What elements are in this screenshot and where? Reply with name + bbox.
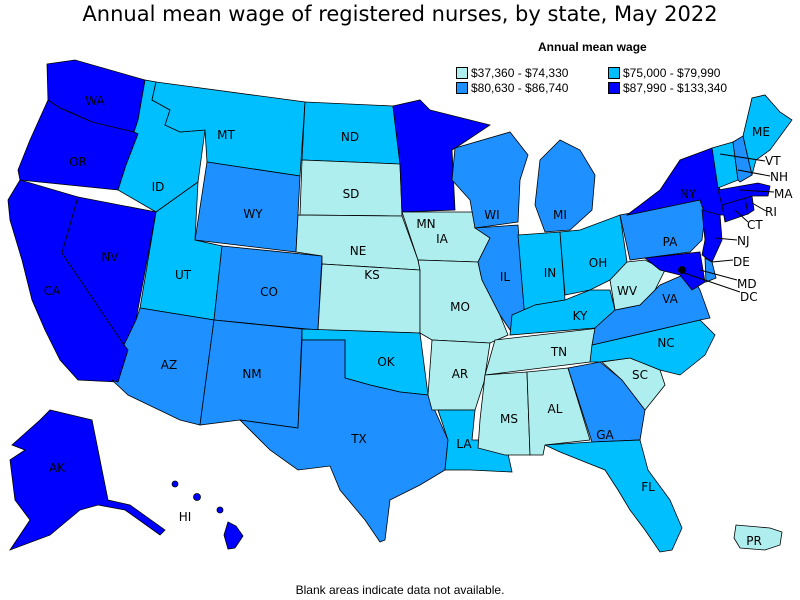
svg-text:VA: VA: [662, 292, 678, 306]
legend-label: $80,630 - $86,740: [471, 81, 569, 95]
state-md[interactable]: [643, 251, 706, 291]
footer-note: Blank areas indicate data not available.: [295, 583, 505, 597]
state-ak[interactable]: [8, 409, 166, 551]
legend-swatch: [608, 82, 620, 94]
svg-text:DE: DE: [733, 255, 750, 269]
svg-text:MD: MD: [737, 277, 757, 291]
state-la[interactable]: [437, 409, 513, 473]
svg-text:NY: NY: [680, 187, 697, 201]
svg-text:LA: LA: [456, 437, 472, 451]
legend-swatch: [608, 67, 620, 79]
state-ky[interactable]: [509, 289, 616, 336]
state-mi[interactable]: [534, 139, 596, 233]
svg-text:NJ: NJ: [737, 234, 750, 248]
state-dc[interactable]: [678, 266, 686, 274]
legend-item-tier-2: $75,000 - $79,990: [608, 66, 720, 80]
state-labels: WA OR CA NV ID MT WY UT CO AZ NM ND SD N…: [44, 94, 794, 548]
map-title: Annual mean wage of registered nurses, b…: [82, 2, 718, 26]
svg-text:PR: PR: [746, 534, 762, 548]
svg-text:OR: OR: [69, 155, 87, 169]
svg-text:MA: MA: [774, 187, 793, 201]
svg-text:MN: MN: [416, 217, 435, 231]
svg-text:PA: PA: [663, 235, 678, 249]
legend-label: $75,000 - $79,990: [623, 66, 721, 80]
svg-text:AZ: AZ: [161, 358, 177, 372]
legend-label: $87,990 - $133,340: [623, 81, 728, 95]
state-de[interactable]: [704, 257, 717, 283]
legend-swatch: [456, 82, 468, 94]
svg-text:DC: DC: [740, 290, 758, 304]
svg-text:ME: ME: [752, 125, 770, 139]
svg-text:IN: IN: [544, 266, 557, 280]
svg-text:OK: OK: [377, 355, 395, 369]
svg-text:KS: KS: [364, 268, 380, 282]
svg-text:NM: NM: [242, 367, 261, 381]
state-hi-maui[interactable]: [216, 506, 224, 514]
legend-item-tier-3: $80,630 - $86,740: [456, 81, 568, 95]
state-ny[interactable]: [625, 147, 725, 216]
svg-text:AL: AL: [548, 402, 563, 416]
svg-text:AK: AK: [49, 461, 66, 475]
svg-text:CO: CO: [260, 285, 278, 299]
legend-item-tier-4: $87,990 - $133,340: [608, 81, 727, 95]
state-hi-kauai[interactable]: [171, 480, 179, 488]
svg-text:AR: AR: [452, 367, 469, 381]
svg-text:SC: SC: [632, 368, 648, 382]
legend-item-tier-1: $37,360 - $74,330: [456, 66, 568, 80]
svg-text:GA: GA: [596, 428, 614, 442]
state-wv[interactable]: [609, 259, 666, 311]
svg-text:FL: FL: [641, 480, 655, 494]
svg-text:RI: RI: [765, 205, 777, 219]
svg-text:WA: WA: [85, 94, 105, 108]
state-wi[interactable]: [451, 131, 529, 229]
state-tx[interactable]: [238, 339, 449, 543]
svg-text:NV: NV: [101, 250, 119, 264]
svg-text:SD: SD: [343, 187, 360, 201]
legend-label: $37,360 - $74,330: [471, 66, 569, 80]
svg-text:MS: MS: [500, 412, 518, 426]
svg-text:IA: IA: [436, 232, 449, 246]
svg-text:WV: WV: [617, 284, 638, 298]
state-hi-big[interactable]: [223, 521, 244, 550]
svg-text:TX: TX: [350, 432, 367, 446]
svg-text:NE: NE: [350, 244, 367, 258]
svg-text:VT: VT: [765, 154, 781, 168]
svg-text:CA: CA: [44, 284, 61, 298]
state-nh[interactable]: [732, 135, 753, 183]
svg-text:IL: IL: [500, 270, 511, 284]
svg-text:ND: ND: [341, 130, 359, 144]
territory-pr[interactable]: [733, 524, 783, 551]
svg-text:WY: WY: [243, 207, 263, 221]
svg-text:HI: HI: [179, 510, 192, 524]
state-nc[interactable]: [589, 319, 716, 376]
legend-swatch: [456, 67, 468, 79]
state-ma[interactable]: [717, 182, 771, 206]
state-nj[interactable]: [701, 209, 723, 263]
svg-text:MT: MT: [217, 128, 235, 142]
state-pa[interactable]: [619, 199, 706, 261]
svg-text:TN: TN: [550, 345, 567, 359]
svg-text:NC: NC: [657, 336, 674, 350]
legend-title: Annual mean wage: [538, 40, 647, 54]
svg-text:NH: NH: [770, 170, 788, 184]
state-fl[interactable]: [544, 439, 683, 553]
svg-text:KY: KY: [573, 309, 588, 323]
state-hi-oahu[interactable]: [193, 493, 201, 501]
svg-text:UT: UT: [175, 268, 192, 282]
svg-text:OH: OH: [589, 256, 607, 270]
svg-text:MI: MI: [553, 208, 567, 222]
state-me[interactable]: [742, 94, 793, 176]
svg-text:MO: MO: [450, 300, 470, 314]
state-mt[interactable]: [151, 81, 306, 177]
svg-text:ID: ID: [152, 180, 165, 194]
svg-text:WI: WI: [484, 208, 499, 222]
svg-text:CT: CT: [747, 218, 763, 232]
